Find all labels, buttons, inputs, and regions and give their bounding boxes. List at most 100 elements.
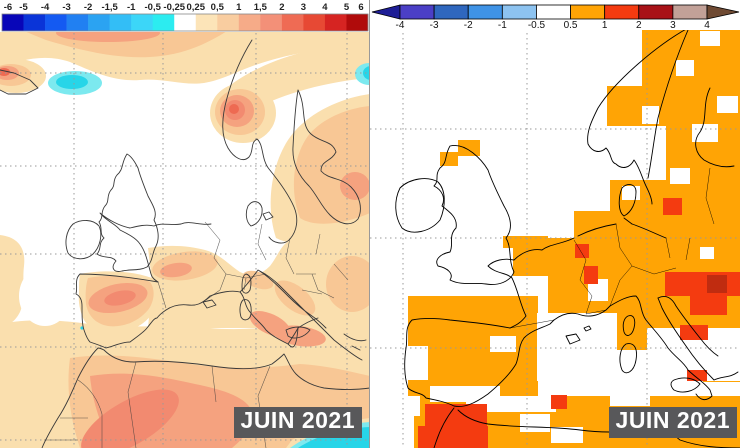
norway-coast [587,28,689,205]
italy-coast [209,269,363,361]
neutral-cell [463,248,513,276]
gulf-of-lion-coast [553,305,611,321]
neutral-cell [700,247,714,259]
neutral-cell [408,346,428,380]
morocco-atlantic-coast [433,407,455,448]
iberia-coast [75,273,167,349]
right-panel-gridded-map: -4 -3 -2 -1 -0.5 0.5 1 2 3 4 [370,0,740,448]
colorbar-segment [303,14,326,31]
colorbar-tick-label: -2 [464,20,473,30]
neutral-cell [370,396,420,416]
colorbar-segment [399,4,435,20]
neutral-cell [683,382,740,396]
colorbar-tick-label: -5 [19,2,28,13]
denmark-coast [618,184,637,225]
balearics-coast [202,299,217,309]
channel-biscay-coast [99,212,212,283]
baltic-sea-coast [292,89,361,225]
warm-anomaly-cell [408,296,538,396]
denmark-coast [245,201,274,227]
very-hot-anomaly-cell [707,275,727,293]
colorbar-tick-label: -1 [127,2,136,13]
colorbar-segment [346,14,369,31]
colorbar-segment [467,4,503,20]
left-colorbar: -6 -5 -4 -3 -2 -1,5 -1 -0,5 -0,25 0,25 0,5 1 1,5 2 3 4 5… [0,0,370,32]
colorbar-tick-label: 4 [322,2,328,13]
colorbar-segment [131,14,154,31]
sardinia-coast [619,343,637,374]
colorbar-tick-label: -4 [396,20,405,30]
colorbar-tick-label: 6 [358,2,363,13]
hot-anomaly-cell [687,370,707,381]
warm-anomaly-cell [607,86,643,126]
colorbar-segment [109,14,132,31]
corsica-coast [241,273,252,294]
colorbar-tick-label: -1 [498,20,507,30]
iceland-coast [0,69,39,95]
right-map [370,28,740,448]
german-dutch-coast [577,223,667,239]
colorbar-segment [638,4,674,20]
sardinia-coast [239,299,252,321]
colorbar-tick-label: 3 [670,20,676,30]
colorbar-segment [217,14,240,31]
colorbar-tick-label: 1,5 [254,2,268,13]
left-map-gridlines [0,28,370,448]
neutral-cell [588,279,608,301]
left-map-coastlines [0,39,370,448]
ireland-coast [65,220,102,260]
colorbar-tick-label: 2 [279,2,284,13]
colorbar-tick-label: -4 [41,2,50,13]
hot-anomaly-cell [425,404,487,428]
colorbar-tick-label: 1 [236,2,242,13]
right-map-coastlines [395,28,740,448]
neutral-cell [700,31,720,46]
colorbar-segment [501,4,537,20]
right-map-anomaly-cells [370,28,740,448]
colorbar-tick-label: -0.5 [528,20,546,30]
hot-anomaly-cell [418,426,488,448]
neutral-cell [370,416,414,448]
colorbar-tick-label: 0,25 [187,2,206,13]
colorbar-segment [45,14,67,31]
corsica-coast [622,315,636,336]
colorbar-tick-label: -2 [84,2,92,13]
colorbar-segment [238,14,261,31]
colorbar-segment [152,14,175,31]
right-month-label: JUIN 2021 [608,407,737,438]
uk-coast [96,153,159,272]
colorbar-segment [195,14,218,31]
panel-divider [369,0,370,448]
hot-anomaly-cell [575,244,589,258]
colorbar-tick-label: 4 [704,20,710,30]
neutral-cell [520,414,550,432]
norway-sweden-border [647,29,689,179]
colorbar-tick-label: -0,5 [145,2,162,13]
croatia-coast [657,295,719,357]
warm-anomaly-cell [440,152,458,166]
iberia-coast [404,318,555,407]
colorbar-segment [672,4,708,20]
neutral-cell [676,60,694,76]
neutral-cell [642,106,659,124]
colorbar-tick-label: -3 [62,2,70,13]
colorbar-segment [433,4,469,20]
colorbar-tick-label: -3 [430,20,439,30]
right-map-borders [509,167,715,329]
italy-coast [609,295,739,401]
hot-anomaly-cell [551,395,567,409]
left-month-label: JUIN 2021 [233,407,362,438]
colorbar-tick-label: 5 [344,2,350,13]
balearics-coast [565,325,592,345]
neutral-cell [551,427,583,443]
right-map-gridlines [370,28,740,448]
neutral-cell [610,392,650,406]
morocco-atlantic-coast [41,347,105,448]
colorbar-frame [1,13,369,32]
uk-coast [433,145,515,285]
colorbar-tick-label: 1 [602,20,608,30]
colorbar-segment [536,4,571,20]
north-africa-coast [103,349,370,390]
colorbar-segment [281,14,304,31]
